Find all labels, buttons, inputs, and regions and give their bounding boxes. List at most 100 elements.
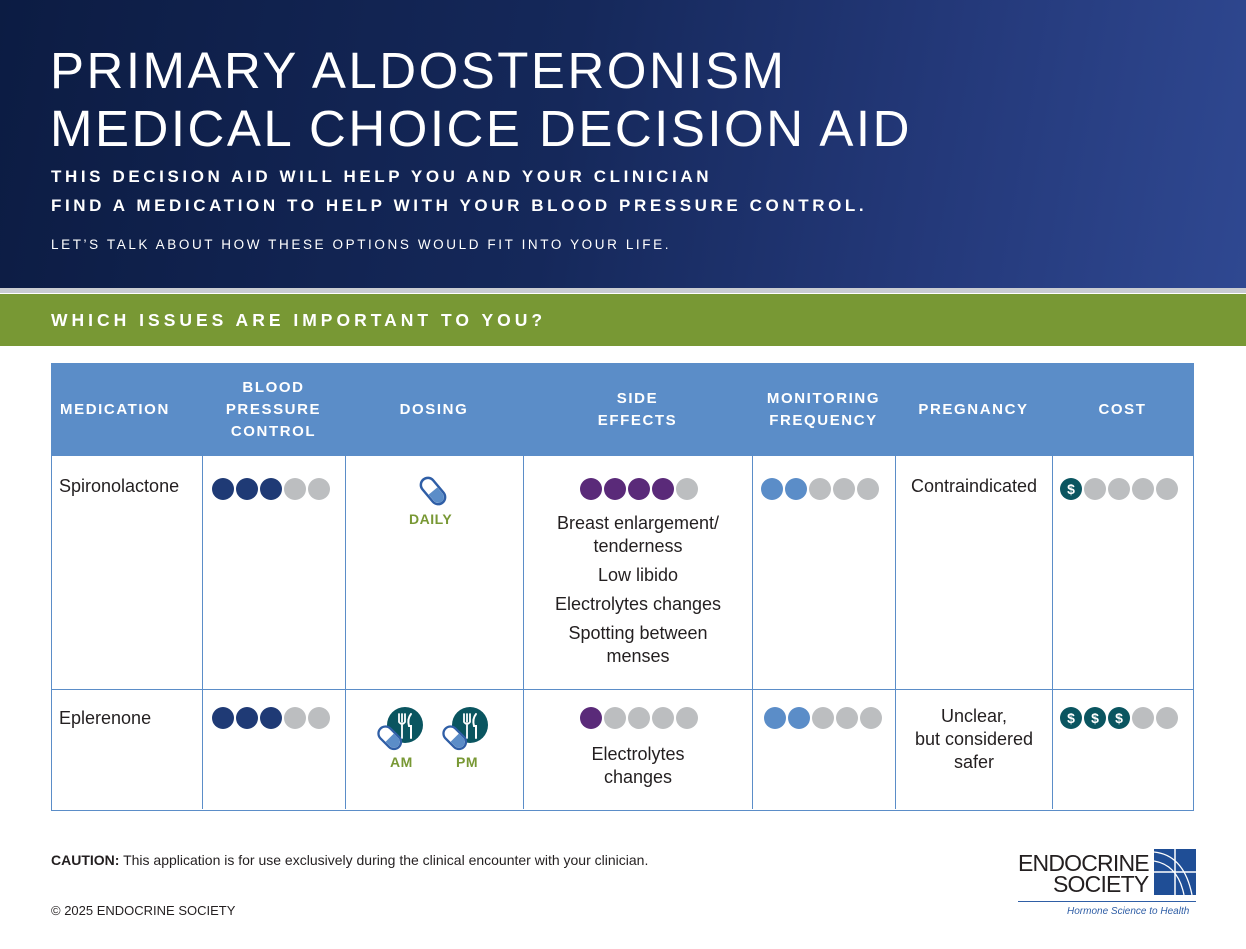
- side-effect-item: Electrolytes changes: [554, 594, 722, 614]
- dosing-pm-label: PM: [456, 754, 478, 770]
- rating-dot-filled: [788, 707, 810, 729]
- side-effect-item: menses: [606, 646, 670, 666]
- section-heading: WHICH ISSUES ARE IMPORTANT TO YOU?: [51, 310, 547, 330]
- endocrine-society-logo: ENDOCRINE SOCIETY Hormone Science to Hea…: [1015, 846, 1196, 920]
- pill-icon: [415, 473, 451, 509]
- logo-mark-icon: [1154, 849, 1196, 895]
- rating-dot-empty: [860, 707, 882, 729]
- rating-dot-empty: [676, 478, 698, 500]
- subtitle-line-2: FIND A MEDICATION TO HELP WITH YOUR BLOO…: [51, 196, 868, 215]
- divider: [0, 288, 1246, 293]
- dosing-daily-label: DAILY: [409, 511, 453, 527]
- rating-dot-filled: [580, 478, 602, 500]
- subtitle-line-1: THIS DECISION AID WILL HELP YOU AND YOUR…: [51, 167, 713, 186]
- column-divider: [202, 363, 203, 809]
- medication-name-spironolactone: Spironolactone: [59, 476, 180, 496]
- caution-note: CAUTION: This application is for use exc…: [51, 852, 648, 868]
- header-dosing: DOSING: [345, 363, 523, 456]
- rating-dot-filled: [212, 707, 234, 729]
- side-effect-item: Electrolytes: [591, 744, 685, 764]
- page-title: PRIMARY ALDOSTERONISM MEDICAL CHOICE DEC…: [50, 42, 912, 158]
- side-effects-list: Electrolytes changes: [524, 743, 752, 789]
- rating-dot-empty: [809, 478, 831, 500]
- monitoring-rating: [761, 478, 879, 500]
- rating-dot-empty: [284, 478, 306, 500]
- subtitle-line-3: LET’S TALK ABOUT HOW THESE OPTIONS WOULD…: [51, 237, 672, 252]
- rating-dot-filled: [628, 478, 650, 500]
- section-band: WHICH ISSUES ARE IMPORTANT TO YOU?: [0, 294, 1246, 346]
- rating-dot-filled: [236, 707, 258, 729]
- side-effect-item: changes: [603, 767, 673, 787]
- logo-line-1: ENDOCRINE: [1018, 850, 1150, 876]
- rating-dot-filled: $: [1060, 478, 1082, 500]
- header-pregnancy: PREGNANCY: [895, 363, 1052, 456]
- rating-dot-filled: [260, 707, 282, 729]
- column-divider: [345, 363, 346, 809]
- rating-dot-empty: [1084, 478, 1106, 500]
- cost-rating: $: [1060, 478, 1178, 500]
- copyright: © 2025 ENDOCRINE SOCIETY: [51, 903, 236, 918]
- header-banner: PRIMARY ALDOSTERONISM MEDICAL CHOICE DEC…: [0, 0, 1246, 288]
- side-effect-item: Low libido: [597, 565, 679, 585]
- pregnancy-status: Unclear, but considered safer: [896, 705, 1052, 774]
- header-medication: MEDICATION: [52, 363, 202, 456]
- column-divider: [523, 363, 524, 809]
- table-header-row: MEDICATION BLOOD PRESSURE CONTROL DOSING…: [52, 363, 1193, 456]
- row-divider: [52, 689, 1193, 690]
- pregnancy-line: Unclear,: [940, 706, 1008, 726]
- logo-line-2: SOCIETY: [1053, 871, 1149, 897]
- header-cost: COST: [1052, 363, 1193, 456]
- rating-dot-filled: [785, 478, 807, 500]
- pregnancy-line: but considered: [914, 729, 1034, 749]
- rating-dot-filled: [580, 707, 602, 729]
- header-bp-line-3: CONTROL: [230, 422, 317, 440]
- rating-dot-empty: [628, 707, 650, 729]
- rating-dot-empty: [857, 478, 879, 500]
- rating-dot-filled: $: [1084, 707, 1106, 729]
- header-bp-line-2: PRESSURE: [225, 400, 322, 418]
- rating-dot-empty: [1132, 478, 1154, 500]
- header-medication-label: MEDICATION: [60, 400, 170, 418]
- side-effect-item: Spotting between: [568, 623, 708, 643]
- rating-dot-empty: [604, 707, 626, 729]
- header-monitoring: MONITORING FREQUENCY: [752, 363, 895, 456]
- caution-text: This application is for use exclusively …: [119, 852, 649, 868]
- header-mon-line-2: FREQUENCY: [769, 411, 878, 429]
- rating-dot-empty: [812, 707, 834, 729]
- rating-dot-empty: [1108, 478, 1130, 500]
- rating-dot-empty: [308, 707, 330, 729]
- rating-dot-filled: [761, 478, 783, 500]
- header-se-line-2: EFFECTS: [597, 411, 678, 429]
- rating-dot-empty: [284, 707, 306, 729]
- header-bp-control: BLOOD PRESSURE CONTROL: [202, 363, 345, 456]
- pregnancy-status: Contraindicated: [896, 475, 1052, 498]
- header-bp-line-1: BLOOD: [242, 378, 305, 396]
- pill-with-meal-icon: [439, 705, 489, 755]
- rating-dot-empty: [836, 707, 858, 729]
- pill-with-meal-icon: [374, 705, 424, 755]
- bp-control-rating: [212, 707, 330, 729]
- caution-label: CAUTION:: [51, 852, 120, 868]
- header-side-effects: SIDE EFFECTS: [523, 363, 752, 456]
- title-line-1: PRIMARY ALDOSTERONISM: [50, 42, 787, 99]
- header-se-line-1: SIDE: [616, 389, 659, 407]
- pregnancy-line: Contraindicated: [910, 476, 1038, 496]
- rating-dot-filled: [764, 707, 786, 729]
- rating-dot-filled: [236, 478, 258, 500]
- side-effect-item: Breast enlargement/: [556, 513, 720, 533]
- header-pregnancy-label: PREGNANCY: [918, 400, 1029, 418]
- rating-dot-filled: [260, 478, 282, 500]
- decision-table: MEDICATION BLOOD PRESSURE CONTROL DOSING…: [51, 363, 1194, 811]
- rating-dot-filled: [604, 478, 626, 500]
- dosing-am-label: AM: [390, 754, 413, 770]
- rating-dot-filled: $: [1108, 707, 1130, 729]
- rating-dot-empty: [676, 707, 698, 729]
- medication-name-eplerenone: Eplerenone: [59, 708, 152, 728]
- rating-dot-empty: [1156, 478, 1178, 500]
- side-effects-rating: [580, 478, 698, 500]
- side-effects-rating: [580, 707, 698, 729]
- side-effects-list: Breast enlargement/ tenderness Low libid…: [524, 512, 752, 668]
- rating-dot-empty: [652, 707, 674, 729]
- logo-tagline: Hormone Science to Health: [1067, 906, 1190, 917]
- rating-dot-empty: [1156, 707, 1178, 729]
